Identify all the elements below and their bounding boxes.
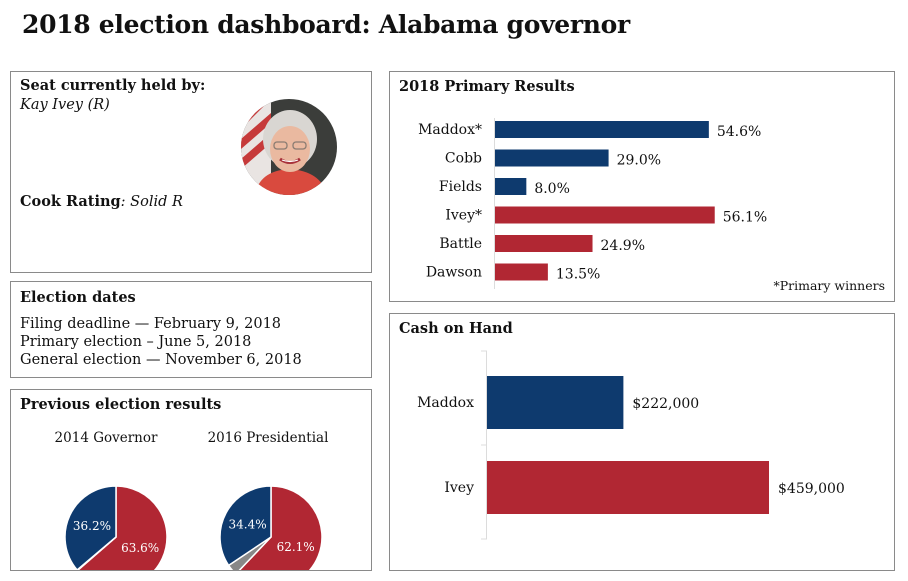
cash-on-hand-chart: Maddox $222,000 Ivey $459,000 bbox=[417, 350, 845, 540]
previous-results-pies: 2014 Governor 2016 Presidential 63.6% 36.… bbox=[55, 430, 329, 570]
pie-slice-republican bbox=[76, 485, 168, 570]
previous-results-panel: Previous election results 2014 Governor … bbox=[10, 389, 372, 571]
cash-axis-line bbox=[481, 350, 487, 540]
seat-panel: Seat currently held by: Kay Ivey (R) Coo… bbox=[10, 71, 372, 273]
cook-rating-label: Cook Rating bbox=[20, 193, 121, 210]
primary-value-label: 24.9% bbox=[601, 238, 645, 254]
cash-heading: Cash on Hand bbox=[399, 320, 513, 337]
primary-category-label: Maddox* bbox=[418, 122, 482, 138]
primary-bar-battle bbox=[495, 235, 593, 252]
cash-bars: Maddox $222,000 Ivey $459,000 bbox=[417, 376, 845, 514]
pie-label-democrat: 36.2% bbox=[73, 519, 111, 533]
pie-2014-governor: 63.6% 36.2% bbox=[64, 485, 168, 570]
primary-value-label: 8.0% bbox=[534, 181, 570, 197]
previous-heading: Previous election results bbox=[20, 396, 222, 413]
primary-value-label: 54.6% bbox=[717, 124, 761, 140]
primary-value-label: 56.1% bbox=[723, 210, 767, 226]
cash-category-label: Maddox bbox=[417, 395, 474, 411]
primary-category-label: Battle bbox=[439, 236, 482, 252]
primary-bars: Maddox* 54.6% Cobb 29.0% Fields 8.0% Ivey* 56.1… bbox=[418, 121, 767, 283]
cash-bar-ivey bbox=[487, 461, 769, 514]
pie-label-democrat: 34.4% bbox=[229, 518, 267, 532]
cash-value-label: $459,000 bbox=[778, 481, 845, 497]
seat-heading: Seat currently held by: bbox=[20, 77, 206, 94]
pie-label-republican: 62.1% bbox=[277, 540, 315, 554]
seat-holder: Kay Ivey (R) bbox=[20, 97, 110, 113]
primary-bar-ivey bbox=[495, 206, 715, 224]
cook-rating-sep: : bbox=[120, 194, 126, 210]
incumbent-photo bbox=[241, 99, 337, 195]
primary-bar-maddox bbox=[495, 121, 709, 138]
pie-title-2016-presidential: 2016 Presidential bbox=[208, 430, 329, 446]
primary-value-label: 29.0% bbox=[617, 153, 661, 169]
primary-bar-cobb bbox=[495, 149, 609, 167]
primary-category-label: Fields bbox=[439, 179, 482, 195]
primary-category-label: Ivey* bbox=[445, 208, 482, 224]
pie-2016-presidential: 62.1% 34.4% bbox=[219, 485, 323, 570]
primary-results-chart: Maddox* 54.6% Cobb 29.0% Fields 8.0% Ivey* 56.1… bbox=[418, 118, 767, 289]
pie-slice-democrat bbox=[219, 485, 272, 567]
cash-category-label: Ivey bbox=[444, 480, 474, 496]
primary-bar-dawson bbox=[495, 263, 548, 281]
general-election-date: General election — November 6, 2018 bbox=[20, 352, 302, 368]
filing-deadline: Filing deadline — February 9, 2018 bbox=[20, 316, 282, 332]
pie-slice-democrat bbox=[64, 485, 117, 570]
cash-on-hand-panel: Cash on Hand Maddox $222,000 Ivey $459,000 bbox=[389, 313, 895, 571]
cash-bar-maddox bbox=[487, 376, 624, 429]
cash-value-label: $222,000 bbox=[632, 396, 699, 412]
pie-title-2014-governor: 2014 Governor bbox=[55, 430, 158, 446]
primary-results-panel: 2018 Primary Results Maddox* 54.6% Cobb 29.… bbox=[389, 71, 895, 302]
cook-rating-value: Solid R bbox=[130, 194, 183, 210]
primary-bar-fields bbox=[495, 178, 527, 195]
primary-footnote: *Primary winners bbox=[773, 278, 885, 293]
pie-label-republican: 63.6% bbox=[121, 541, 159, 555]
primary-election-date: Primary election – June 5, 2018 bbox=[20, 334, 252, 350]
primary-heading: 2018 Primary Results bbox=[399, 78, 575, 95]
cook-rating: Cook Rating: Solid R bbox=[20, 193, 183, 210]
primary-value-label: 13.5% bbox=[556, 267, 600, 283]
primary-category-label: Cobb bbox=[445, 151, 482, 167]
election-dates-panel: Election dates Filing deadline — Februar… bbox=[10, 281, 372, 378]
page-title: 2018 election dashboard: Alabama governo… bbox=[22, 10, 630, 39]
dates-heading: Election dates bbox=[20, 289, 136, 306]
primary-category-label: Dawson bbox=[426, 265, 482, 281]
